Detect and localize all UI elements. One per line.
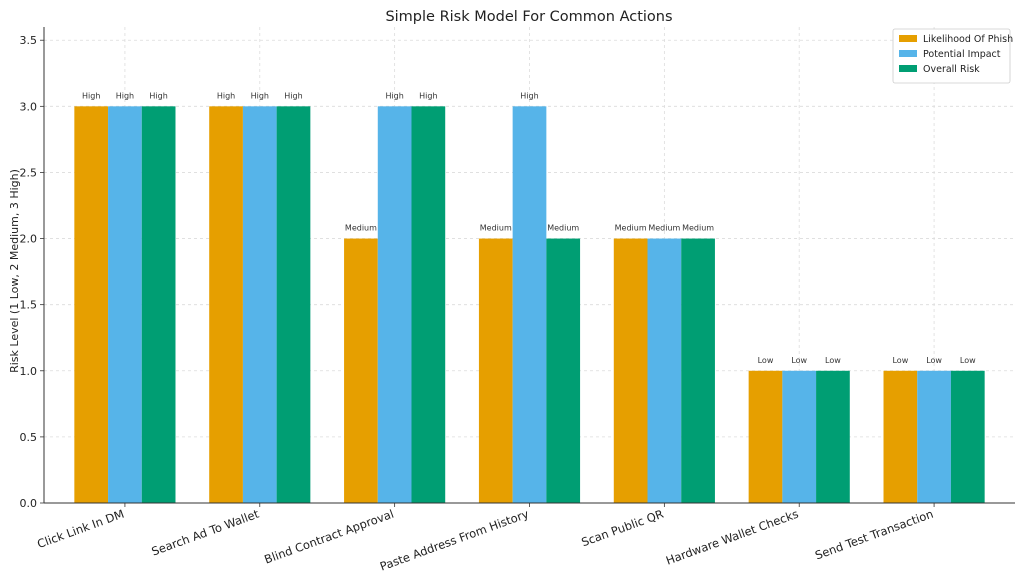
bar bbox=[782, 370, 817, 503]
y-tick-label: 0.5 bbox=[20, 431, 38, 444]
bar bbox=[917, 370, 951, 503]
bar bbox=[108, 106, 142, 503]
bar bbox=[276, 106, 311, 503]
y-tick-label: 3.5 bbox=[20, 34, 38, 47]
bar-value-label: Medium bbox=[345, 224, 377, 233]
bar bbox=[647, 238, 682, 504]
bar-value-label: Low bbox=[791, 356, 807, 365]
x-tick-label: Blind Contract Approval bbox=[262, 507, 395, 567]
legend-box bbox=[892, 28, 1011, 84]
chart-title: Simple Risk Model For Common Actions bbox=[385, 9, 672, 25]
bar-value-label: Medium bbox=[615, 224, 647, 233]
legend-swatch bbox=[899, 35, 917, 42]
x-tick-label: Send Test Transaction bbox=[813, 507, 935, 563]
legend-label: Overall Risk bbox=[923, 64, 980, 75]
bar-value-label: High bbox=[116, 91, 134, 100]
bar bbox=[242, 106, 277, 503]
bar bbox=[411, 106, 446, 503]
bar-value-label: Low bbox=[892, 356, 908, 365]
legend-label: Likelihood Of Phish bbox=[923, 34, 1013, 45]
bars-group bbox=[74, 106, 985, 504]
bar-value-label: High bbox=[419, 91, 437, 100]
x-tick-label: Click Link In DM bbox=[35, 507, 126, 551]
bar bbox=[344, 238, 378, 504]
bar bbox=[377, 106, 412, 503]
bar bbox=[546, 238, 581, 504]
bar-value-label: Medium bbox=[682, 224, 714, 233]
bar-value-label: High bbox=[520, 91, 538, 100]
bar bbox=[613, 238, 648, 504]
y-tick-label: 1.0 bbox=[20, 365, 38, 378]
bar-value-label: High bbox=[251, 91, 269, 100]
y-tick-label: 1.5 bbox=[20, 299, 38, 312]
bar-value-label: High bbox=[385, 91, 403, 100]
legend-swatch bbox=[899, 65, 917, 72]
legend-swatch bbox=[899, 50, 917, 57]
bar-value-label: High bbox=[284, 91, 302, 100]
y-tick-label: 2.5 bbox=[20, 166, 38, 179]
y-tick-label: 3.0 bbox=[20, 100, 38, 113]
bar bbox=[883, 370, 918, 503]
bar-value-label: Low bbox=[926, 356, 942, 365]
x-tick-label: Scan Public QR bbox=[579, 507, 665, 550]
bar bbox=[141, 106, 176, 503]
y-tick-label: 0.0 bbox=[20, 497, 38, 510]
x-tick-label: Paste Address From History bbox=[378, 507, 531, 574]
bar-value-label: High bbox=[217, 91, 235, 100]
bar-value-label: Low bbox=[825, 356, 841, 365]
legend-label: Potential Impact bbox=[923, 49, 1001, 60]
bar-value-label: Low bbox=[960, 356, 976, 365]
x-tick-label: Hardware Wallet Checks bbox=[664, 507, 800, 568]
bar bbox=[681, 238, 715, 504]
bar bbox=[950, 370, 985, 503]
x-tick-label: Search Ad To Wallet bbox=[150, 506, 262, 558]
bar bbox=[478, 238, 513, 504]
bar bbox=[816, 370, 850, 503]
legend: Likelihood Of Phish Potential Impact Overa… bbox=[892, 28, 1013, 84]
bar-value-label: Medium bbox=[547, 224, 579, 233]
bar-value-label: Medium bbox=[480, 224, 512, 233]
bar bbox=[74, 106, 109, 503]
y-axis-label: Risk Level (1 Low, 2 Medium, 3 High) bbox=[8, 169, 21, 373]
bar-value-label: High bbox=[82, 91, 100, 100]
y-tick-label: 2.0 bbox=[20, 233, 38, 246]
bar-value-label: Low bbox=[758, 356, 774, 365]
bar bbox=[748, 370, 783, 503]
bar bbox=[209, 106, 243, 503]
bar bbox=[512, 106, 547, 503]
bar-value-label: High bbox=[149, 91, 167, 100]
bar-value-label: Medium bbox=[648, 224, 680, 233]
